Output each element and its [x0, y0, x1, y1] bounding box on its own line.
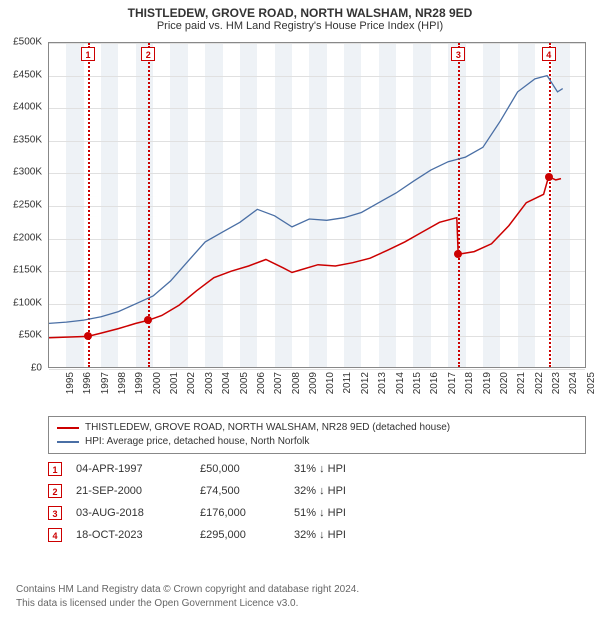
event-date: 18-OCT-2023 — [76, 529, 186, 541]
x-tick-label: 2013 — [377, 372, 388, 394]
event-pct: 32% ↓ HPI — [294, 485, 354, 497]
legend-row: THISTLEDEW, GROVE ROAD, NORTH WALSHAM, N… — [57, 421, 577, 435]
x-tick-label: 2025 — [585, 372, 596, 394]
x-tick-label: 2022 — [533, 372, 544, 394]
event-point — [84, 332, 92, 340]
event-marker: 2 — [141, 47, 155, 61]
y-tick-label: £400K — [0, 102, 42, 113]
event-price: £50,000 — [200, 463, 280, 475]
y-tick-label: £150K — [0, 265, 42, 276]
event-marker: 3 — [451, 47, 465, 61]
x-tick-label: 2014 — [394, 372, 405, 394]
event-price: £74,500 — [200, 485, 280, 497]
y-axis-labels: £0£50K£100K£150K£200K£250K£300K£350K£400… — [0, 42, 42, 368]
event-price: £176,000 — [200, 507, 280, 519]
event-pct: 32% ↓ HPI — [294, 529, 354, 541]
y-tick-label: £350K — [0, 134, 42, 145]
event-row-marker: 2 — [48, 484, 62, 498]
x-tick-label: 2000 — [152, 372, 163, 394]
legend: THISTLEDEW, GROVE ROAD, NORTH WALSHAM, N… — [48, 416, 586, 454]
event-date: 03-AUG-2018 — [76, 507, 186, 519]
event-marker: 1 — [81, 47, 95, 61]
y-tick-label: £250K — [0, 200, 42, 211]
x-tick-label: 1996 — [82, 372, 93, 394]
legend-row: HPI: Average price, detached house, Nort… — [57, 435, 577, 449]
event-pct: 51% ↓ HPI — [294, 507, 354, 519]
x-tick-label: 2011 — [342, 372, 353, 394]
x-tick-label: 2015 — [412, 372, 423, 394]
x-tick-label: 2003 — [204, 372, 215, 394]
y-tick-label: £0 — [0, 363, 42, 374]
x-tick-label: 2001 — [169, 372, 180, 394]
x-tick-label: 2018 — [464, 372, 475, 394]
x-tick-label: 2016 — [429, 372, 440, 394]
x-tick-label: 1995 — [65, 372, 76, 394]
event-row-marker: 4 — [48, 528, 62, 542]
chart-subtitle: Price paid vs. HM Land Registry's House … — [0, 20, 600, 38]
event-row-marker: 3 — [48, 506, 62, 520]
event-row: 1 04-APR-1997 £50,000 31% ↓ HPI — [48, 458, 354, 480]
event-date: 21-SEP-2000 — [76, 485, 186, 497]
chart-lines — [49, 43, 587, 369]
x-tick-label: 2020 — [499, 372, 510, 394]
event-row: 3 03-AUG-2018 £176,000 51% ↓ HPI — [48, 502, 354, 524]
footer-line1: Contains HM Land Registry data © Crown c… — [16, 584, 359, 595]
event-point — [144, 316, 152, 324]
gridline — [49, 369, 585, 370]
event-row: 4 18-OCT-2023 £295,000 32% ↓ HPI — [48, 524, 354, 546]
x-tick-label: 2002 — [186, 372, 197, 394]
event-row-marker: 1 — [48, 462, 62, 476]
series-property — [49, 177, 561, 338]
y-tick-label: £100K — [0, 297, 42, 308]
x-tick-label: 2024 — [568, 372, 579, 394]
x-tick-label: 2006 — [256, 372, 267, 394]
event-point — [545, 173, 553, 181]
x-tick-label: 2005 — [238, 372, 249, 394]
x-tick-label: 2019 — [481, 372, 492, 394]
x-tick-label: 2009 — [308, 372, 319, 394]
event-marker: 4 — [542, 47, 556, 61]
footer-attribution: Contains HM Land Registry data © Crown c… — [16, 583, 359, 610]
legend-label: THISTLEDEW, GROVE ROAD, NORTH WALSHAM, N… — [85, 421, 450, 435]
y-tick-label: £450K — [0, 69, 42, 80]
footer-line2: This data is licensed under the Open Gov… — [16, 598, 298, 609]
legend-swatch — [57, 427, 79, 429]
x-tick-label: 2007 — [273, 372, 284, 394]
y-tick-label: £300K — [0, 167, 42, 178]
event-row: 2 21-SEP-2000 £74,500 32% ↓ HPI — [48, 480, 354, 502]
y-tick-label: £200K — [0, 232, 42, 243]
x-tick-label: 2021 — [516, 372, 527, 394]
x-axis-labels: 1995 1996 1997 1998 1999 2000 2001 2002 2003 2004… — [48, 372, 586, 412]
events-table: 1 04-APR-1997 £50,000 31% ↓ HPI 2 21-SEP-2000… — [48, 458, 354, 546]
x-tick-label: 2023 — [551, 372, 562, 394]
x-tick-label: 2012 — [360, 372, 371, 394]
y-tick-label: £500K — [0, 37, 42, 48]
x-tick-label: 1998 — [117, 372, 128, 394]
y-tick-label: £50K — [0, 330, 42, 341]
x-tick-label: 1997 — [99, 372, 110, 394]
x-tick-label: 1999 — [134, 372, 145, 394]
legend-label: HPI: Average price, detached house, Nort… — [85, 435, 309, 449]
x-tick-label: 2008 — [290, 372, 301, 394]
series-hpi — [49, 76, 563, 324]
event-point — [454, 250, 462, 258]
plot-area: 1 2 3 4 — [48, 42, 586, 368]
event-price: £295,000 — [200, 529, 280, 541]
x-tick-label: 2017 — [447, 372, 458, 394]
x-tick-label: 2010 — [325, 372, 336, 394]
x-tick-label: 2004 — [221, 372, 232, 394]
legend-swatch — [57, 441, 79, 443]
event-pct: 31% ↓ HPI — [294, 463, 354, 475]
event-date: 04-APR-1997 — [76, 463, 186, 475]
chart-title: THISTLEDEW, GROVE ROAD, NORTH WALSHAM, N… — [0, 0, 600, 20]
